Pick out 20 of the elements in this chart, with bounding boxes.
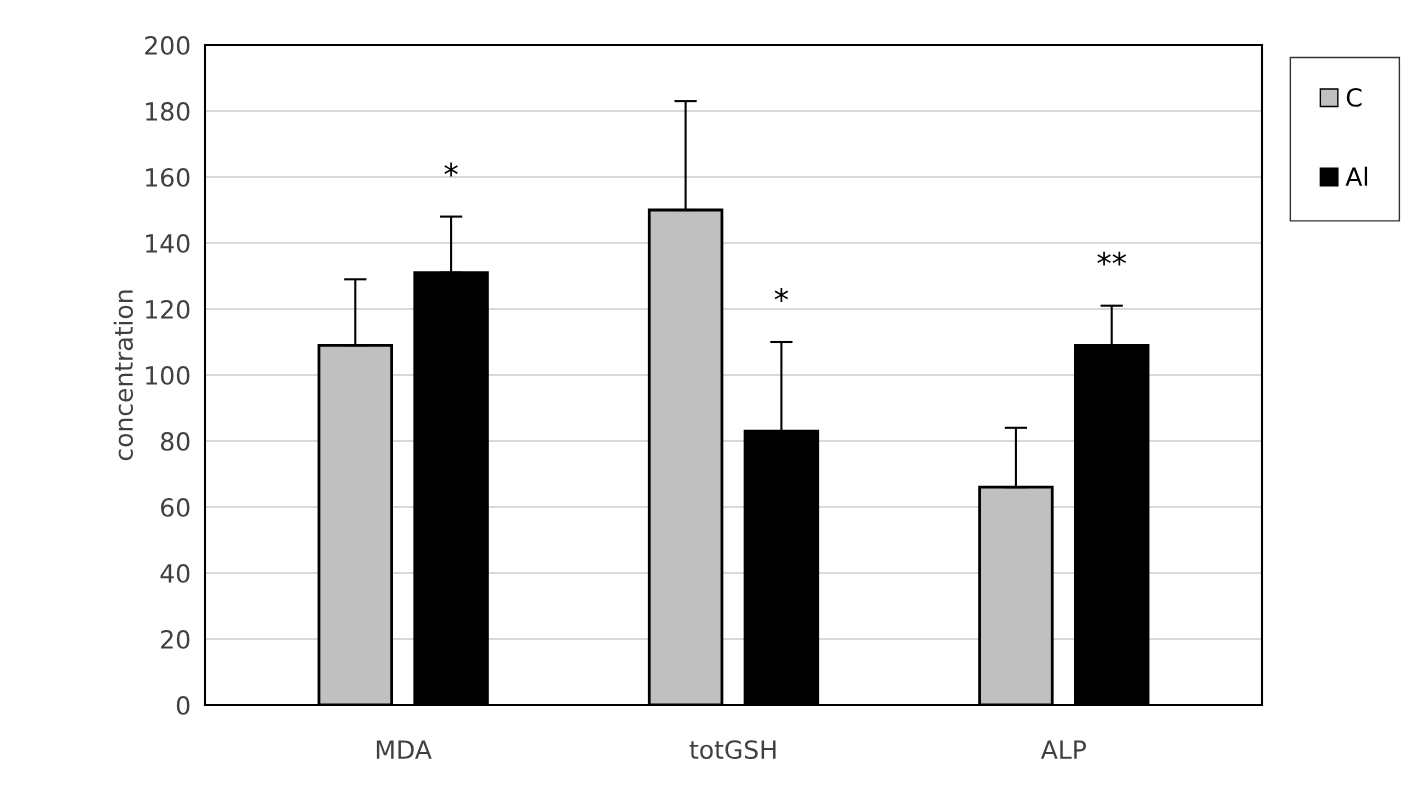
legend-label: C	[1346, 87, 1362, 107]
x-tick-label: ALP	[1040, 740, 1087, 759]
y-tick-label: 160	[146, 167, 190, 187]
y-tick-label: 100	[146, 365, 190, 385]
y-tick-label: 20	[161, 629, 190, 649]
y-tick-label: 0	[176, 695, 190, 715]
legend-label: Al	[1345, 166, 1368, 186]
annotation: *	[444, 162, 458, 177]
y-tick-label: 40	[160, 563, 190, 583]
y-tick-label: 60	[161, 497, 190, 517]
y-tick-label: 140	[146, 233, 190, 253]
y-tick-label: 80	[160, 431, 190, 451]
y-axis-title: concentration	[113, 290, 133, 461]
y-tick-label: 120	[146, 299, 190, 319]
annotation: **	[1097, 251, 1127, 266]
x-tick-label: MDA	[376, 740, 432, 759]
y-tick-label: 200	[145, 35, 190, 55]
annotation: *	[774, 287, 789, 302]
y-tick-label: 180	[146, 101, 190, 121]
x-tick-label: totGSH	[689, 740, 776, 760]
